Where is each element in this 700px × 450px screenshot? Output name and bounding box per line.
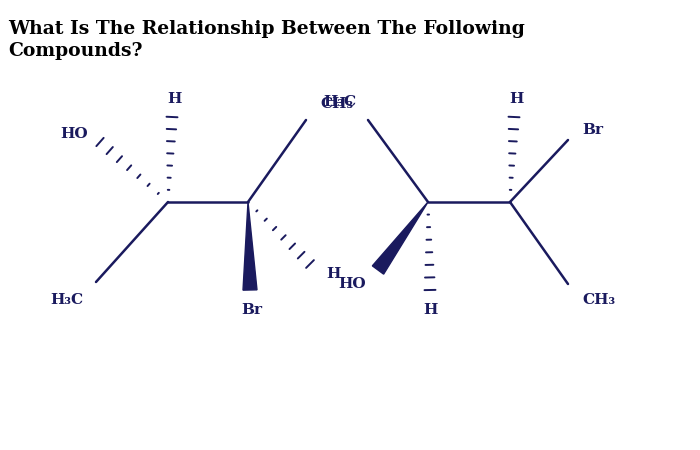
Text: H₃C: H₃C: [323, 95, 356, 109]
Text: H₃C: H₃C: [50, 293, 83, 307]
Text: Br: Br: [241, 303, 262, 317]
Text: What Is The Relationship Between The Following: What Is The Relationship Between The Fol…: [8, 20, 525, 38]
Polygon shape: [243, 202, 257, 290]
Text: H: H: [423, 303, 438, 317]
Text: HO: HO: [338, 277, 366, 291]
Text: H: H: [167, 92, 181, 106]
Text: H: H: [326, 267, 340, 281]
Text: H: H: [509, 92, 523, 106]
Text: HO: HO: [60, 127, 88, 141]
Text: CH₃: CH₃: [320, 97, 353, 111]
Text: Compounds?: Compounds?: [8, 42, 143, 60]
Polygon shape: [372, 202, 428, 274]
Text: CH₃: CH₃: [582, 293, 615, 307]
Text: Br: Br: [582, 123, 603, 137]
